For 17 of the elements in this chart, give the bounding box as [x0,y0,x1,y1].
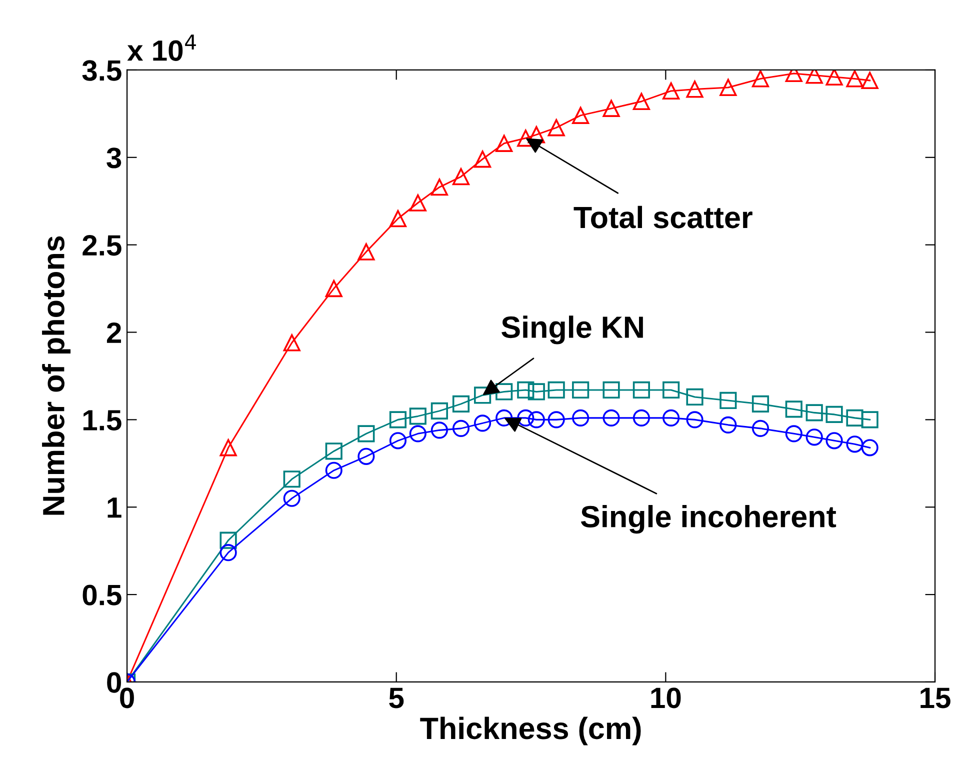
x-tick-label: 15 [920,688,950,708]
y-axis-title: Number of photons [42,236,71,515]
x-axis-title: Thickness (cm) [420,716,641,746]
y-tick-label: 1.5 [83,410,122,431]
y-tick-label: 2 [106,322,122,343]
y-tick-label: 2.5 [82,235,122,256]
y-tick-label: 3.5 [82,60,122,81]
y-tick-label: 3 [106,148,122,168]
annotation: Single incoherent [580,505,836,534]
x-tick-label: 10 [651,688,681,708]
text: x 10$^{4}$ [127,34,196,61]
y-tick-label: 0 [107,672,121,693]
x-tick-label: 5 [389,688,404,708]
y-tick-label: 1 [108,498,122,518]
annotation: Single KN [502,316,643,344]
annotation: Total scatter [574,206,752,228]
y-tick-label: 0.5 [82,584,122,606]
